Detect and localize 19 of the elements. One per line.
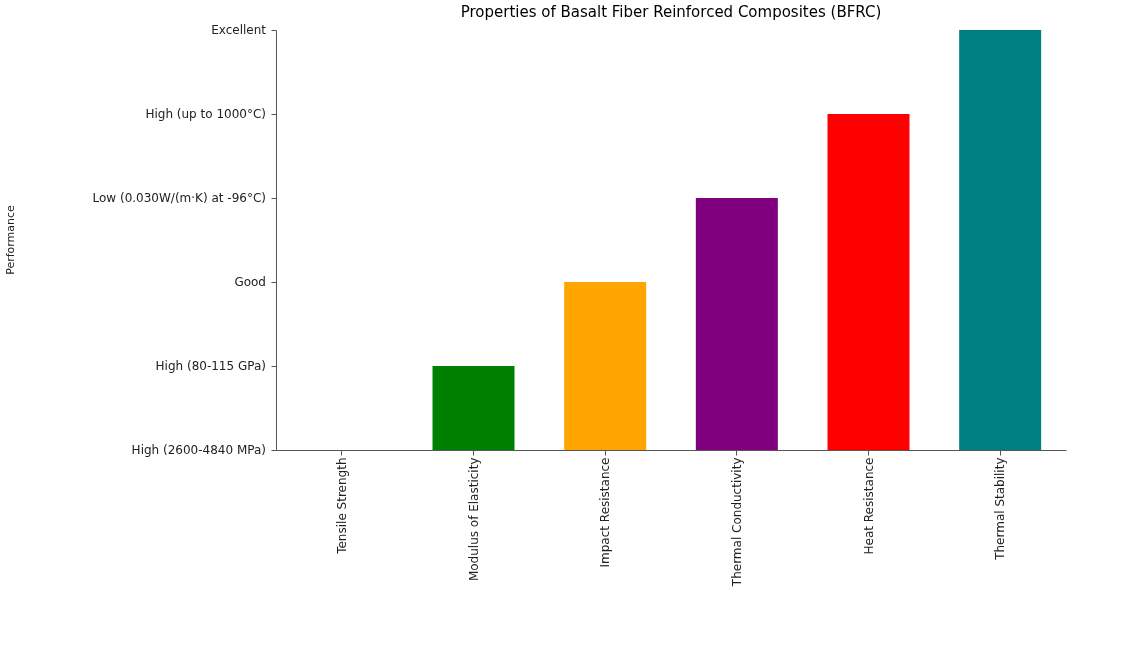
bar <box>695 198 778 450</box>
bar <box>564 282 647 450</box>
bar <box>959 30 1042 450</box>
x-tick-label: Thermal Conductivity <box>729 457 744 588</box>
text: Good <box>234 275 266 289</box>
bar <box>827 114 910 450</box>
chart-title: Properties of Basalt Fiber Reinforced Composites (BFRC) <box>460 3 882 21</box>
text: High (80-115 GPa) <box>155 359 266 373</box>
x-tick-label: Modulus of Elasticity <box>466 457 481 582</box>
text: Low (0.030W/(m·K) at -96°C) <box>92 191 266 205</box>
x-tick-label: Tensile Strength <box>334 457 349 555</box>
text: Performance <box>4 204 17 275</box>
x-tick-label: Thermal Stability <box>993 457 1008 561</box>
text: Excellent <box>211 23 267 37</box>
text: High (2600-4840 MPa) <box>131 443 266 457</box>
text: High (up to 1000°C) <box>145 107 266 121</box>
x-tick-label: Impact Resistance <box>598 457 613 568</box>
x-tick-label: Heat Resistance <box>861 457 876 555</box>
bar <box>432 366 515 450</box>
